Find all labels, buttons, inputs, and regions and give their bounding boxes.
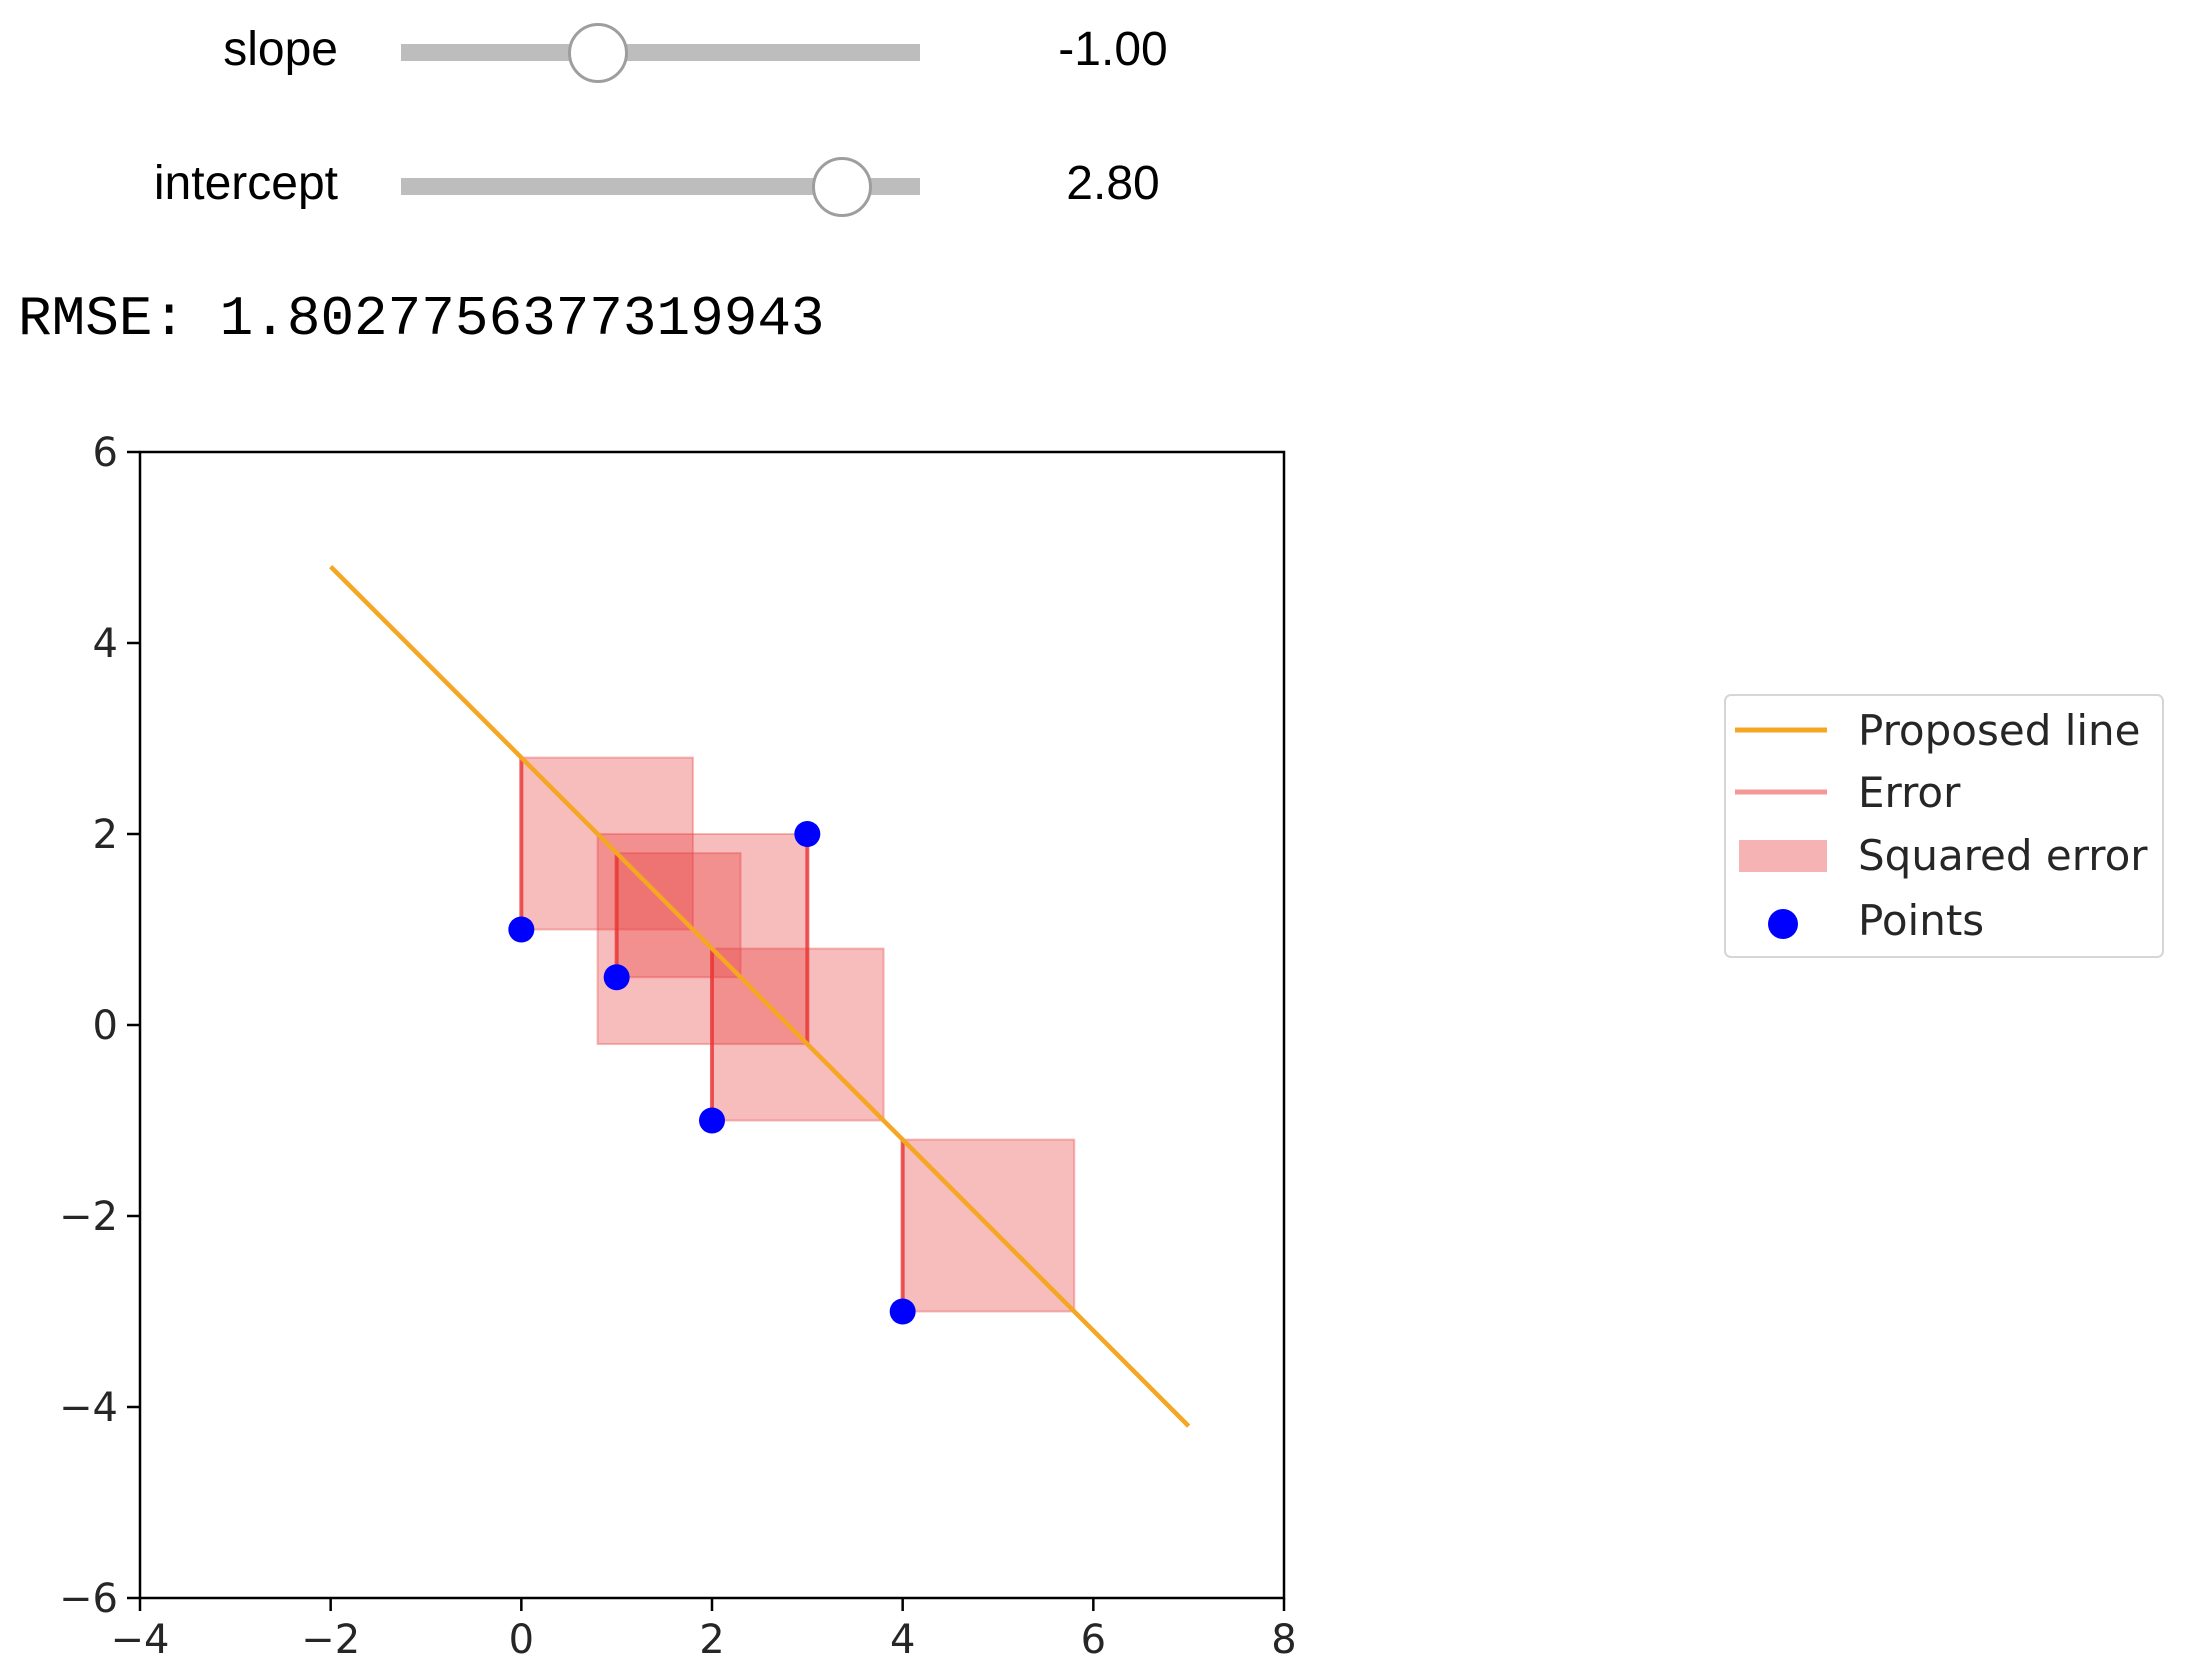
legend-square-handle — [1739, 840, 1827, 872]
x-tick-label: 4 — [890, 1617, 915, 1663]
x-tick-label: −4 — [111, 1617, 170, 1663]
legend-error: Error — [1858, 768, 1961, 817]
legend-proposed-line: Proposed line — [1858, 706, 2141, 755]
x-tick-label: 2 — [699, 1617, 724, 1663]
data-point — [699, 1107, 725, 1134]
y-tick-label: 4 — [93, 621, 118, 667]
intercept-slider-track[interactable] — [401, 178, 920, 195]
legend: Proposed line Error Squared error Points — [1724, 694, 2164, 958]
data-point — [603, 964, 630, 991]
slope-label: slope — [223, 23, 338, 76]
data-point — [794, 821, 821, 847]
data-point — [889, 1298, 916, 1325]
y-tick-label: −4 — [59, 1385, 118, 1431]
x-tick-label: 8 — [1271, 1617, 1296, 1663]
data-point — [508, 916, 535, 943]
x-tick-label: −2 — [301, 1617, 360, 1663]
proposed-line — [329, 565, 1191, 1428]
slope-value: -1.00 — [1058, 23, 1168, 76]
rmse-output: RMSE: 1.8027756377319943 — [18, 287, 825, 351]
intercept-label: intercept — [153, 157, 338, 210]
intercept-value: 2.80 — [1066, 157, 1160, 210]
slope-slider-thumb[interactable] — [568, 23, 629, 83]
y-tick-label: 6 — [93, 430, 118, 476]
slope-slider-track[interactable] — [401, 44, 920, 61]
y-tick-label: 2 — [93, 812, 118, 858]
y-tick-label: 0 — [93, 1003, 118, 1049]
legend-squared-error: Squared error — [1858, 831, 2148, 880]
legend-box — [1724, 694, 2164, 958]
x-tick-label: 6 — [1081, 1617, 1106, 1663]
legend-points: Points — [1858, 896, 1984, 945]
legend-points-handle — [1768, 909, 1798, 939]
y-tick-label: −6 — [59, 1576, 118, 1622]
y-tick-label: −2 — [59, 1194, 118, 1240]
intercept-slider-thumb[interactable] — [812, 157, 873, 217]
x-tick-label: 0 — [509, 1617, 534, 1663]
